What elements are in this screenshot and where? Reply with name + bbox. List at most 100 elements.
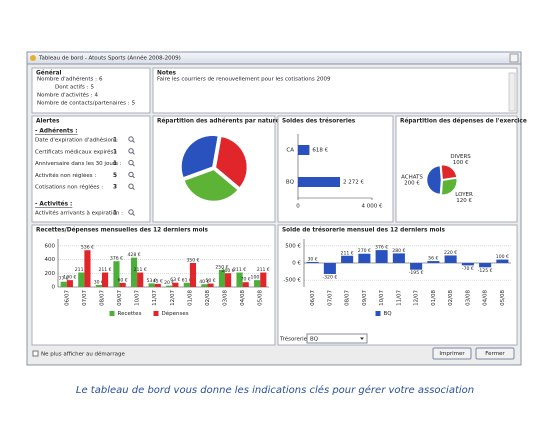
treasury-label: Trésorerie :: [279, 336, 311, 343]
button[interactable]: [475, 347, 515, 360]
bar: [461, 263, 474, 266]
category-label: BQ: [286, 180, 295, 186]
bar: [78, 272, 85, 287]
panel: [31, 67, 151, 114]
treasury-select[interactable]: [306, 333, 368, 344]
bar: [113, 261, 120, 287]
value-label: 100 €: [63, 275, 76, 281]
panel: [31, 115, 151, 223]
scrollbar[interactable]: [508, 72, 516, 112]
bar: [95, 284, 102, 287]
x-tick-label: 11/07: [152, 290, 158, 306]
value-label: -70 €: [462, 266, 474, 272]
value-label: 63 €: [170, 277, 180, 283]
value-label: 30 €: [308, 256, 318, 262]
bar: [358, 253, 371, 263]
bar: [375, 250, 388, 263]
pie-slice: [441, 165, 457, 180]
bar: [427, 261, 440, 263]
x-tick-label: 07/07: [82, 290, 88, 306]
legend-label: Dépenses: [162, 310, 189, 317]
general-label: Nombre de contacts/partenaires :: [37, 101, 130, 107]
bar: [189, 263, 197, 287]
bar: [66, 280, 73, 287]
search-icon-handle: [132, 175, 135, 179]
value-label: -125 €: [478, 268, 493, 274]
y-tick-label: 400: [45, 257, 56, 263]
search-icon[interactable]: [128, 148, 134, 154]
search-icon[interactable]: [128, 209, 134, 215]
bar: [137, 272, 144, 287]
y-tick-label: -500 €: [283, 278, 301, 284]
bar: [225, 273, 232, 287]
search-icon[interactable]: [128, 183, 134, 189]
alert-heading: - Adhérents :: [35, 128, 78, 135]
value-label: 211 €: [75, 267, 88, 273]
x-tick-label: 12/07: [414, 290, 420, 306]
x-tick-label: 03/08: [223, 290, 229, 306]
button-label: Fermer: [485, 351, 505, 357]
legend-swatch: [109, 311, 115, 316]
search-icon[interactable]: [128, 159, 134, 166]
general-label: Nombre d'activités :: [37, 92, 93, 99]
panel: [277, 224, 518, 346]
legend-swatch: [375, 311, 381, 316]
search-icon[interactable]: [128, 171, 134, 178]
window-title: Tableau de bord - Atouts Sports (Année 2…: [38, 55, 181, 62]
value-label: 211 €: [134, 267, 147, 273]
slice-value: 200 €: [404, 181, 420, 187]
value-label: 200 €: [222, 268, 235, 274]
bar: [218, 269, 226, 287]
slice-value: 120 €: [456, 198, 472, 204]
x-tick-label: 02/08: [205, 290, 211, 306]
bar: [166, 285, 173, 287]
value-label: 61 €: [182, 277, 192, 283]
alert-label: Anniversaire dans les 30 jours :: [35, 161, 122, 167]
value-label: -320 €: [322, 274, 337, 280]
button-label: Imprimer: [439, 351, 465, 357]
panel-title: Soldes des trésoreries: [282, 118, 356, 125]
value-label: 428 €: [127, 252, 140, 258]
value-label: 77 €: [59, 276, 69, 282]
value-label: 220 €: [444, 250, 457, 256]
value-label: 280 €: [392, 248, 405, 254]
bar: [479, 263, 492, 268]
x-tick-label: 08/07: [99, 290, 105, 306]
app-icon: [30, 55, 36, 61]
search-icon[interactable]: [128, 136, 134, 142]
general-value: 5: [90, 85, 94, 91]
search-icon-handle: [132, 152, 135, 155]
x-tick-label: 02/08: [448, 290, 454, 306]
pie-slice: [441, 178, 457, 195]
value-label: 211 €: [233, 267, 246, 273]
bar: [298, 177, 341, 187]
bar: [392, 253, 405, 263]
pie-slice: [426, 165, 442, 195]
search-icon-handle: [132, 187, 135, 191]
title-bar: [26, 51, 522, 65]
panel-title: Général: [36, 70, 62, 77]
bar: [60, 281, 67, 287]
panel-title: Répartition des dépenses de l'exercice: [400, 118, 527, 125]
button[interactable]: [432, 347, 472, 360]
close-button[interactable]: [509, 53, 519, 63]
value-label: 56 €: [428, 256, 438, 262]
value-label: 376 €: [110, 256, 123, 262]
value-label: 50 €: [205, 278, 215, 284]
slice-label: DIVERS: [450, 154, 471, 160]
panel-title: Recettes/Dépenses mensuelles des 12 dern…: [36, 227, 209, 234]
general-value: 6: [99, 77, 103, 83]
panel: [395, 115, 518, 223]
x-tick-label: 03/08: [465, 290, 471, 306]
bar: [254, 280, 261, 287]
bar: [236, 272, 243, 287]
value-label: 211 €: [98, 267, 111, 273]
checkbox[interactable]: [32, 350, 39, 357]
bar: [496, 259, 509, 263]
value-label: 536 €: [81, 245, 94, 251]
pie-slice: [215, 136, 248, 188]
bar: [130, 257, 138, 287]
alert-label: Certificats médicaux expirés :: [35, 148, 117, 155]
value-label: 40 €: [199, 279, 209, 285]
value-label: 100 €: [496, 254, 509, 260]
